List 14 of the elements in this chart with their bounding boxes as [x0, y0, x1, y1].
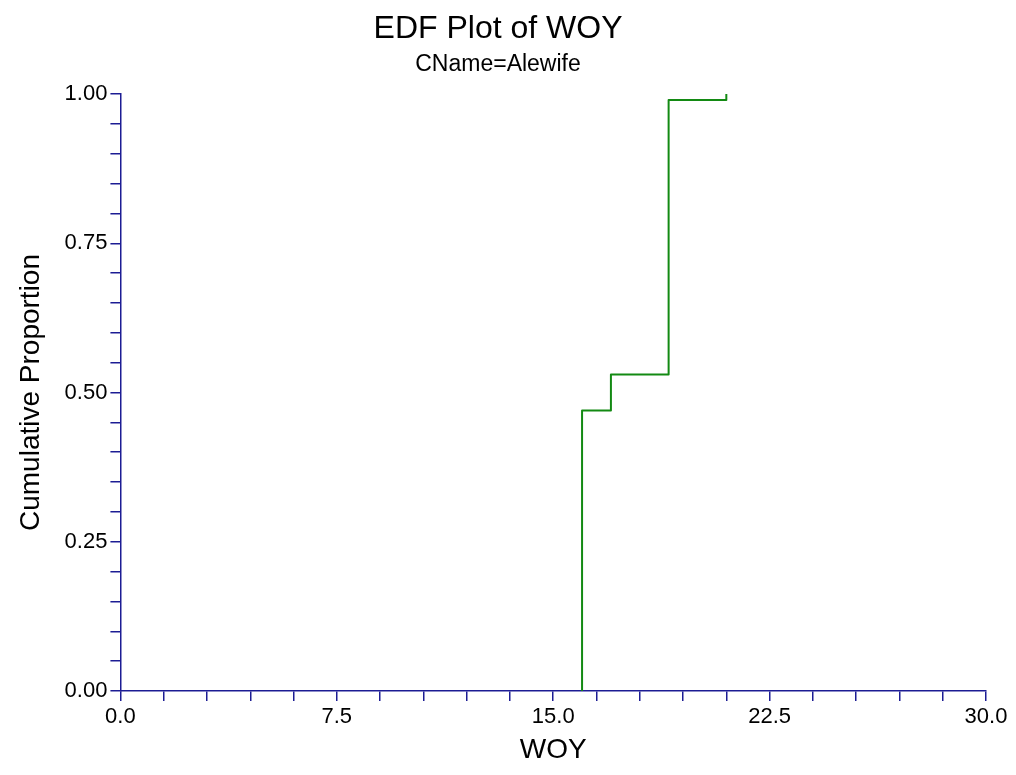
- x-tick-label: 30.0: [964, 703, 1008, 729]
- y-tick-label: 1.00: [64, 80, 108, 106]
- chart-subtitle: CName=Alewife: [415, 49, 581, 76]
- x-tick-label: 15.0: [531, 703, 575, 729]
- x-tick-label: 0.0: [105, 703, 136, 729]
- chart-title: EDF Plot of WOY: [373, 9, 623, 46]
- x-tick-label: 7.5: [321, 703, 353, 729]
- x-tick-label: 22.5: [748, 703, 792, 729]
- x-axis-title: WOY: [519, 732, 587, 764]
- y-tick-label: 0.75: [64, 229, 108, 255]
- y-axis-title: Cumulative Proportion: [13, 253, 45, 532]
- y-tick-label: 0.25: [64, 527, 108, 553]
- y-tick-label: 0.50: [64, 378, 108, 404]
- y-tick-label: 0.00: [64, 677, 108, 703]
